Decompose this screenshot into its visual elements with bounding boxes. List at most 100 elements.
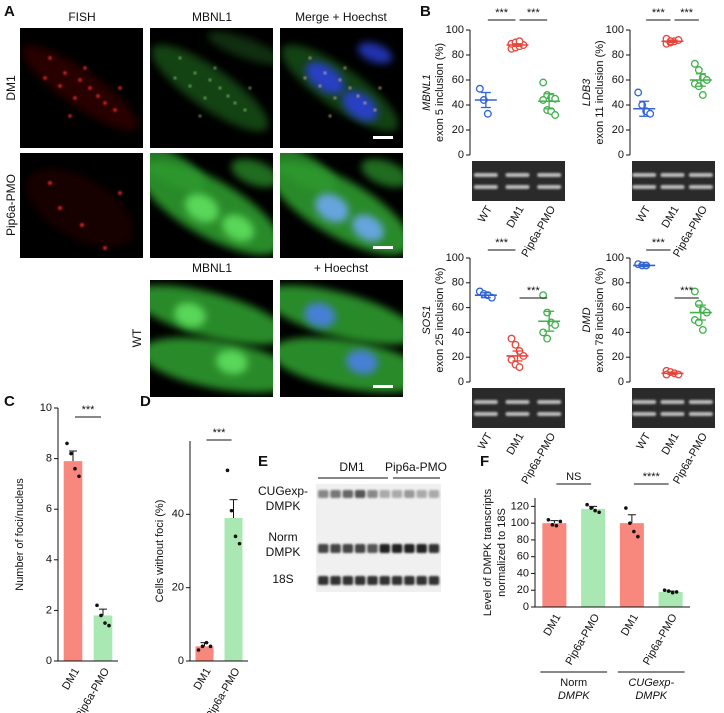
data-point	[507, 334, 516, 343]
y-tick-label: 0	[458, 149, 464, 161]
gel-band	[416, 544, 427, 553]
focus	[73, 96, 77, 100]
gel-band	[537, 400, 562, 404]
column-header: + Hoechst	[314, 261, 369, 275]
y-tick-label: 40	[517, 567, 529, 579]
data-point	[558, 519, 563, 524]
focus	[78, 78, 82, 82]
significance: ***	[495, 237, 509, 249]
gel	[316, 484, 441, 592]
y-tick-label: 20	[612, 124, 624, 136]
focus	[248, 86, 252, 90]
data-point	[539, 96, 548, 104]
y-tick-label: 80	[452, 49, 464, 61]
gel	[632, 388, 715, 428]
data-point	[662, 588, 667, 593]
data-point	[546, 518, 551, 522]
y-tick-label: 80	[612, 277, 624, 289]
focus	[103, 101, 107, 105]
focus	[113, 108, 117, 112]
bar	[581, 508, 606, 607]
y-tick-label: 40	[452, 326, 464, 338]
column-header: MBNL1	[192, 10, 232, 24]
y-tick-label: 8	[46, 453, 52, 465]
focus	[308, 56, 312, 60]
gel-band	[632, 185, 657, 189]
focus	[363, 101, 367, 105]
cell	[346, 349, 378, 375]
micrograph	[280, 280, 403, 397]
group-label: CUGexp-	[628, 677, 674, 689]
focus	[118, 86, 122, 90]
gel-band-label: CUGexp-	[258, 484, 308, 498]
x-tick-label: DM1	[619, 612, 641, 638]
cell	[150, 285, 273, 345]
group-label: DMPK	[635, 690, 667, 702]
focus	[83, 66, 87, 70]
panel-label: C	[4, 393, 15, 410]
gene-label: DMD	[581, 307, 593, 332]
y-axis-label: exon 25 inclusion (%)	[434, 267, 446, 372]
focus	[48, 56, 52, 60]
y-tick-label: 0	[618, 376, 624, 388]
y-tick-label: 80	[452, 277, 464, 289]
gel-band	[660, 185, 685, 189]
significance: ***	[527, 7, 541, 19]
focus	[173, 76, 177, 80]
data-point	[554, 523, 559, 528]
y-tick-label: 80	[517, 534, 529, 546]
data-point	[208, 644, 213, 649]
focus	[226, 94, 230, 98]
micrograph	[20, 28, 143, 148]
cell	[185, 193, 219, 223]
gene-label: SOS1	[421, 305, 433, 334]
gel-band	[354, 544, 366, 553]
cell	[216, 349, 248, 375]
gel-band	[416, 576, 427, 585]
row-header: Pip6a-PMO	[4, 174, 18, 236]
data-point	[65, 441, 69, 446]
focus	[96, 94, 100, 98]
y-tick-label: 0	[178, 655, 184, 667]
focus	[318, 84, 322, 88]
gel-band	[391, 576, 403, 585]
y-tick-label: 0	[618, 149, 624, 161]
y-tick-label: 100	[446, 252, 464, 264]
data-point	[690, 287, 699, 296]
data-point	[670, 590, 675, 595]
focus	[68, 114, 72, 118]
cell	[280, 285, 403, 345]
data-point	[589, 506, 593, 510]
gel-group: Pip6a-PMO	[385, 460, 447, 474]
data-point	[200, 644, 205, 649]
focus	[213, 66, 217, 70]
x-tick-label: Pip6a-PMO	[641, 612, 680, 668]
cell	[315, 193, 349, 223]
gel-band	[660, 412, 685, 416]
focus	[203, 96, 207, 100]
micrograph	[150, 153, 273, 258]
cell	[305, 62, 345, 94]
gene-label: MBNL1	[421, 74, 433, 111]
data-point	[551, 321, 560, 329]
bar	[63, 461, 83, 661]
focus	[333, 96, 337, 100]
focus	[323, 71, 327, 75]
gel-band	[404, 544, 415, 553]
gel-band	[330, 544, 341, 553]
cell	[25, 168, 135, 248]
micrograph	[150, 280, 273, 397]
y-tick-label: 60	[452, 302, 464, 314]
y-tick-label: 20	[517, 584, 529, 596]
data-point	[585, 502, 589, 507]
gel-band	[505, 412, 530, 416]
gel-band	[379, 576, 390, 585]
gel-band-label: Norm	[268, 530, 297, 544]
data-point	[634, 88, 643, 97]
data-point	[539, 291, 548, 300]
focus	[356, 94, 360, 98]
focus	[348, 86, 352, 90]
data-point	[690, 59, 699, 68]
cell	[231, 158, 273, 188]
data-point	[515, 363, 524, 372]
